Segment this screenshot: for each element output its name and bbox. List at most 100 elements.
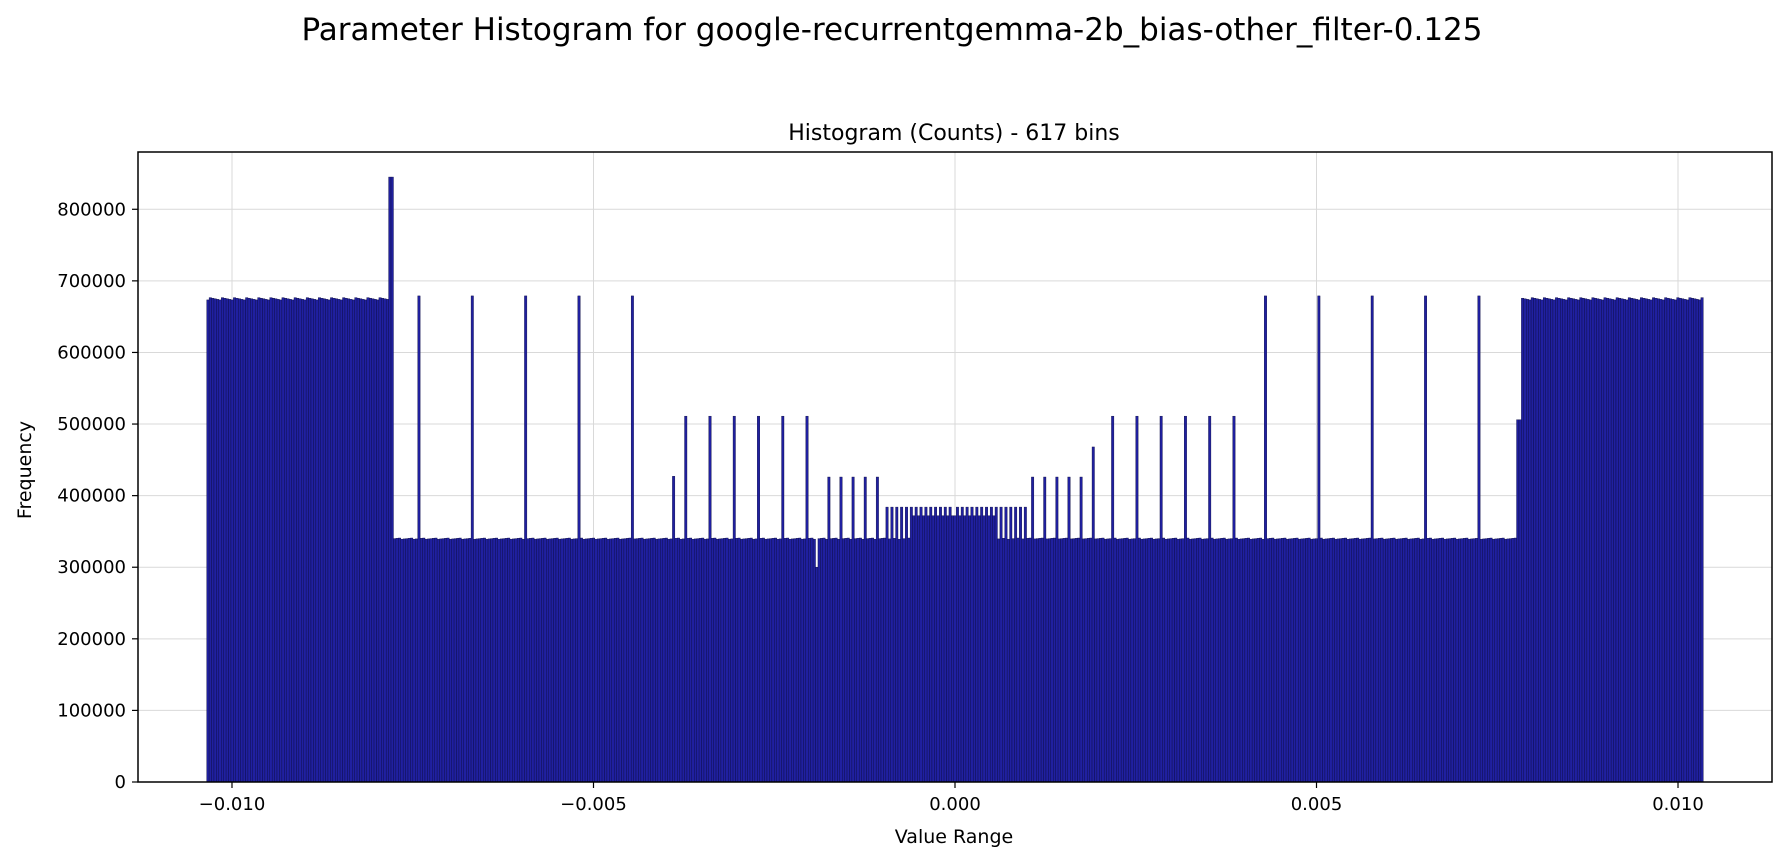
histogram-bar (1608, 298, 1612, 783)
histogram-bar (943, 506, 947, 783)
histogram-bar (1438, 538, 1442, 783)
histogram-bar (1040, 537, 1044, 783)
histogram-bar (793, 538, 797, 783)
histogram-bar (541, 538, 545, 783)
histogram-bar (1140, 538, 1144, 783)
histogram-bar (502, 538, 506, 783)
histogram-bar (863, 476, 867, 783)
histogram-bar (1271, 537, 1275, 783)
histogram-bar (647, 538, 651, 783)
histogram-bar (1613, 299, 1617, 783)
histogram-bar (1293, 538, 1297, 783)
histogram-bar (342, 297, 346, 783)
histogram-bar (230, 299, 234, 783)
histogram-bar (572, 538, 576, 783)
histogram-bar (1380, 537, 1384, 783)
histogram-bar (601, 538, 605, 783)
histogram-bar (1695, 299, 1699, 783)
histogram-bar (1188, 538, 1192, 783)
histogram-bar (660, 538, 663, 783)
histogram-bar (284, 297, 287, 783)
histogram-bar (259, 297, 263, 783)
histogram-bar (994, 506, 998, 783)
histogram-bar (922, 515, 925, 783)
histogram-bar (427, 538, 431, 783)
histogram-bar (1652, 297, 1656, 783)
histogram-bar (1101, 537, 1105, 783)
histogram-bar (1169, 538, 1173, 783)
histogram-bar (1455, 538, 1459, 783)
histogram-bar (419, 538, 423, 783)
histogram-bar (788, 538, 792, 783)
histogram-bar (706, 538, 709, 783)
histogram-bar (645, 538, 649, 783)
histogram-bar (873, 538, 877, 783)
histogram-bar (1065, 537, 1068, 783)
histogram-bar (216, 299, 220, 783)
histogram-bar (441, 538, 445, 783)
histogram-bar (1584, 298, 1588, 783)
histogram-bar (400, 538, 404, 783)
histogram-bar (1135, 415, 1139, 783)
histogram-bar (1671, 299, 1675, 783)
histogram-bar (298, 298, 302, 783)
histogram-bar (1402, 538, 1406, 783)
histogram-bar (766, 538, 770, 783)
histogram-bar (1698, 299, 1702, 783)
histogram-bar (1086, 538, 1090, 783)
y-tick-label: 500000 (57, 414, 126, 435)
histogram-bar (267, 299, 270, 783)
histogram-bar (1361, 538, 1364, 783)
histogram-bar (1210, 537, 1214, 783)
histogram-bar (1472, 538, 1476, 783)
histogram-bar (463, 538, 467, 783)
histogram-bar (1479, 538, 1483, 783)
histogram-bar (1344, 537, 1347, 783)
histogram-bar (982, 515, 986, 783)
histogram-bar (844, 538, 848, 783)
histogram-bar (524, 295, 528, 783)
histogram-bar (466, 538, 469, 783)
histogram-bar (1091, 446, 1095, 783)
histogram-bar (757, 415, 760, 783)
histogram-bar (1334, 538, 1338, 783)
histogram-bar (795, 538, 799, 783)
histogram-bar (1106, 538, 1110, 783)
histogram-bars (206, 176, 1704, 783)
histogram-bar (1147, 538, 1151, 783)
histogram-bar (1011, 538, 1015, 783)
histogram-bar (1288, 538, 1292, 783)
histogram-bar (1006, 538, 1010, 783)
histogram-bar (405, 538, 409, 783)
histogram-bar (960, 506, 964, 783)
histogram-bar (1227, 538, 1231, 783)
histogram-bar (1659, 299, 1663, 783)
histogram-bar (769, 538, 773, 783)
histogram-bar (1048, 538, 1052, 783)
histogram-bar (247, 297, 251, 783)
histogram-bar (924, 506, 928, 783)
histogram-bar (1625, 299, 1629, 783)
histogram-bar (352, 299, 355, 783)
histogram-bar (1370, 295, 1374, 783)
histogram-bar (725, 537, 729, 783)
histogram-bar (662, 538, 666, 783)
histogram-bar (1431, 538, 1435, 783)
histogram-bar (1470, 538, 1474, 783)
histogram-bar (1363, 538, 1367, 783)
histogram-bar (487, 538, 491, 783)
histogram-bar (250, 298, 253, 783)
histogram-bar (871, 537, 874, 783)
histogram-bar (1533, 297, 1537, 783)
histogram-bar (446, 537, 450, 783)
histogram-bar (778, 538, 782, 783)
histogram-bar (519, 537, 523, 783)
histogram-bar (970, 506, 974, 783)
histogram-bar (1089, 537, 1093, 783)
figure-title: Parameter Histogram for google-recurrent… (302, 12, 1483, 48)
histogram-bar (1574, 299, 1578, 783)
histogram-bar (1511, 538, 1515, 783)
histogram-bar (211, 297, 215, 783)
histogram-bar (1281, 538, 1284, 783)
y-tick-label: 800000 (57, 199, 126, 220)
